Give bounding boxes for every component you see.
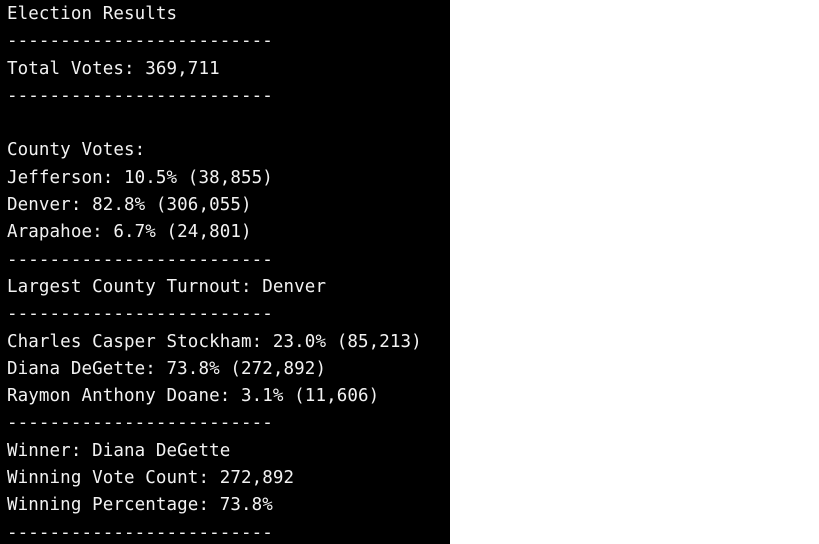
output-lines: Election Results -----------------------… [7,1,422,544]
candidate-result-doane: Raymon Anthony Doane: 3.1% (11,606) [7,386,380,407]
separator: ------------------------- [7,249,273,270]
winning-percentage: Winning Percentage: 73.8% [7,495,273,516]
candidate-result-degette: Diana DeGette: 73.8% (272,892) [7,358,327,379]
candidate-result-stockham: Charles Casper Stockham: 23.0% (85,213) [7,331,422,352]
terminal-output: Election Results -----------------------… [0,0,450,544]
separator: ------------------------- [7,413,273,434]
blank-line [7,110,422,137]
blank-area [450,0,819,544]
total-votes: Total Votes: 369,711 [7,58,220,79]
results-title: Election Results [7,4,178,24]
largest-county-turnout: Largest County Turnout: Denver [7,276,327,297]
separator: ------------------------- [7,304,273,325]
county-result-denver: Denver: 82.8% (306,055) [7,195,252,216]
county-result-arapahoe: Arapahoe: 6.7% (24,801) [7,222,252,243]
separator: ------------------------- [7,85,273,106]
county-result-jefferson: Jefferson: 10.5% (38,855) [7,167,273,188]
separator: ------------------------- [7,522,273,543]
separator: ------------------------- [7,31,273,52]
county-votes-header: County Votes: [7,140,146,161]
winning-vote-count: Winning Vote Count: 272,892 [7,468,295,489]
winner: Winner: Diana DeGette [7,440,231,461]
